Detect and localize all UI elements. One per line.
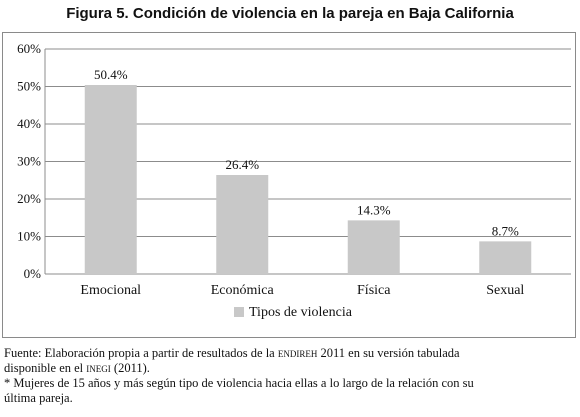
y-tick-label: 40% [17, 116, 41, 131]
chart-area: 0% 10% 20% 30% 40% 50% 60% 50.4% Emocional 26.4% E… [2, 32, 576, 338]
bar [347, 220, 400, 274]
x-category-label: Emocional [80, 283, 141, 298]
x-category-label: Física [357, 283, 391, 298]
y-tick-label: 50% [17, 79, 41, 94]
data-label: 26.4% [225, 157, 259, 172]
chart-title: Figura 5. Condición de violencia en la p… [66, 5, 514, 22]
y-tick-label: 60% [17, 41, 41, 56]
x-category-label: Económica [211, 283, 275, 298]
legend-label: Tipos de violencia [249, 305, 353, 320]
x-category-label: Sexual [486, 283, 524, 298]
bar [84, 85, 137, 274]
source-line-1: Fuente: Elaboración propia a partir de r… [4, 346, 460, 360]
y-tick-label: 20% [17, 191, 41, 206]
source-line-2: disponible en el inegi (2011). [4, 361, 150, 375]
legend: Tipos de violencia [234, 305, 353, 320]
footnote-line-1: * Mujeres de 15 años y más según tipo de… [4, 376, 474, 390]
legend-swatch [234, 307, 244, 317]
source-note: Fuente: Elaboración propia a partir de r… [4, 346, 574, 406]
bar-chart: 0% 10% 20% 30% 40% 50% 60% 50.4% Emocional 26.4% E… [17, 41, 571, 320]
bar [479, 241, 532, 274]
footnote-line-2: última pareja. [4, 391, 73, 405]
bar [216, 175, 269, 274]
y-tick-label: 30% [17, 154, 41, 169]
y-tick-label: 0% [24, 266, 42, 281]
data-label: 14.3% [357, 202, 391, 217]
y-tick-label: 10% [17, 229, 41, 244]
data-label: 8.7% [492, 223, 519, 238]
data-label: 50.4% [94, 67, 128, 82]
